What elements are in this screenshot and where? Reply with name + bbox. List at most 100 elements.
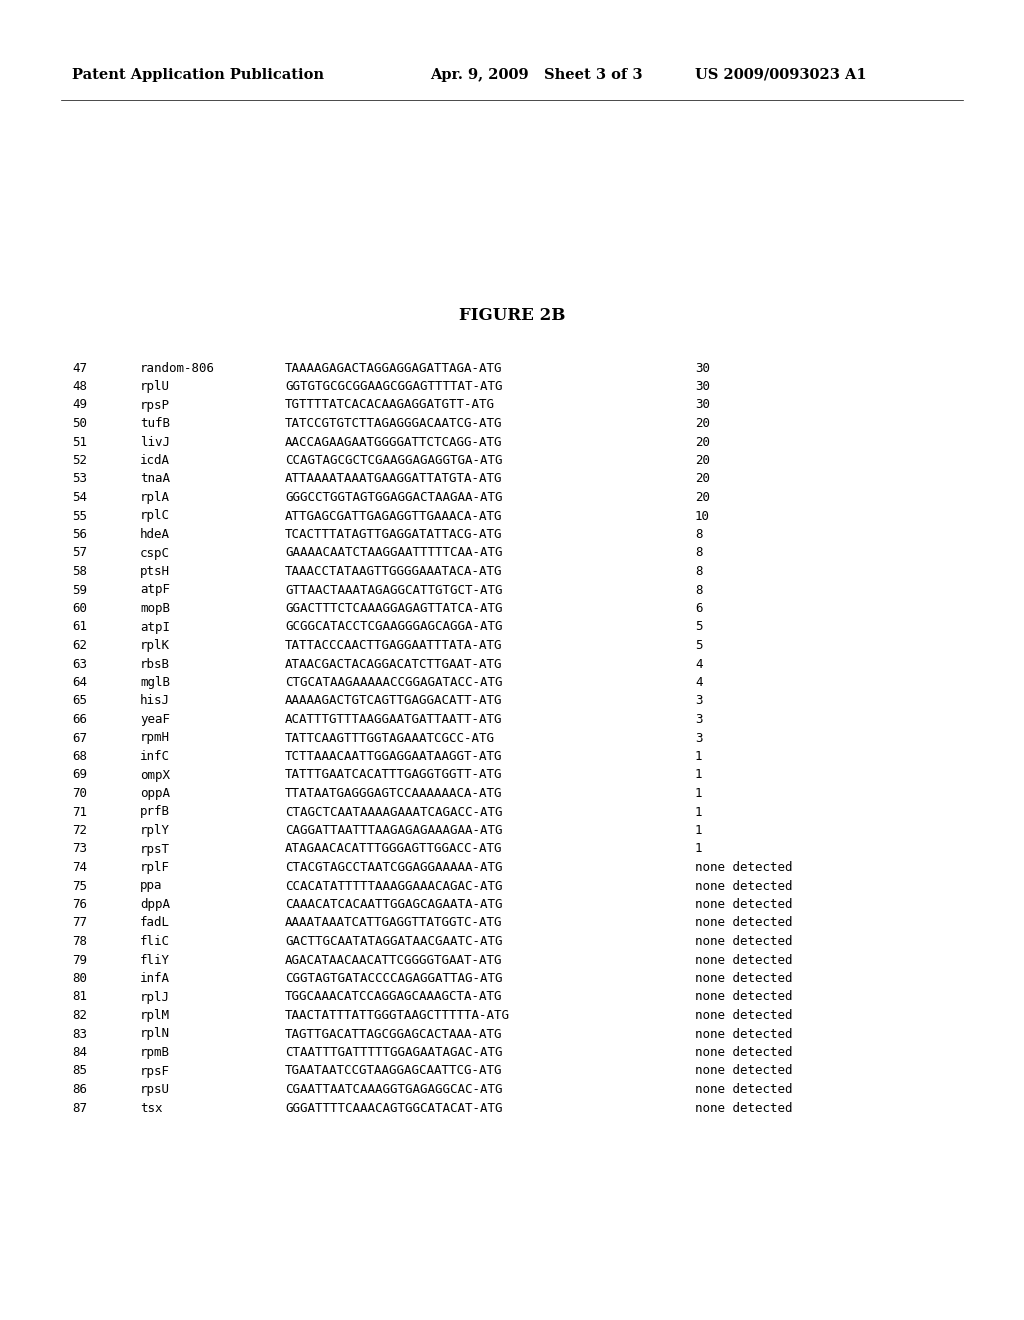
- Text: TATTTGAATCACATTTGAGGTGGTT-ATG: TATTTGAATCACATTTGAGGTGGTT-ATG: [285, 768, 503, 781]
- Text: none detected: none detected: [695, 1027, 793, 1040]
- Text: rplF: rplF: [140, 861, 170, 874]
- Text: GACTTGCAATATAGGATAACGAATC-ATG: GACTTGCAATATAGGATAACGAATC-ATG: [285, 935, 503, 948]
- Text: rpsU: rpsU: [140, 1082, 170, 1096]
- Text: 61: 61: [72, 620, 87, 634]
- Text: 80: 80: [72, 972, 87, 985]
- Text: CGAATTAATCAAAGGTGAGAGGCAC-ATG: CGAATTAATCAAAGGTGAGAGGCAC-ATG: [285, 1082, 503, 1096]
- Text: ompX: ompX: [140, 768, 170, 781]
- Text: 47: 47: [72, 362, 87, 375]
- Text: 5: 5: [695, 620, 702, 634]
- Text: ATTAAAATAAATGAAGGATTATGTA-ATG: ATTAAAATAAATGAAGGATTATGTA-ATG: [285, 473, 503, 486]
- Text: TTATAATGAGGGAGTCCAAAAAACA-ATG: TTATAATGAGGGAGTCCAAAAAACA-ATG: [285, 787, 503, 800]
- Text: Patent Application Publication: Patent Application Publication: [72, 69, 324, 82]
- Text: TCACTTTATAGTTGAGGATATTACG-ATG: TCACTTTATAGTTGAGGATATTACG-ATG: [285, 528, 503, 541]
- Text: 73: 73: [72, 842, 87, 855]
- Text: CAAACATCACAATTGGAGCAGAATA-ATG: CAAACATCACAATTGGAGCAGAATA-ATG: [285, 898, 503, 911]
- Text: 3: 3: [695, 694, 702, 708]
- Text: rplA: rplA: [140, 491, 170, 504]
- Text: TAAAAGAGACTAGGAGGAGATTAGA-ATG: TAAAAGAGACTAGGAGGAGATTAGA-ATG: [285, 362, 503, 375]
- Text: rplM: rplM: [140, 1008, 170, 1022]
- Text: TCTTAAACAATTGGAGGAATAAGGT-ATG: TCTTAAACAATTGGAGGAATAAGGT-ATG: [285, 750, 503, 763]
- Text: icdA: icdA: [140, 454, 170, 467]
- Text: rbsB: rbsB: [140, 657, 170, 671]
- Text: 75: 75: [72, 879, 87, 892]
- Text: 1: 1: [695, 768, 702, 781]
- Text: 10: 10: [695, 510, 710, 523]
- Text: 70: 70: [72, 787, 87, 800]
- Text: TGTTTTATCACACAAGAGGATGTT-ATG: TGTTTTATCACACAAGAGGATGTT-ATG: [285, 399, 495, 412]
- Text: 87: 87: [72, 1101, 87, 1114]
- Text: AAAAAGACTGTCAGTTGAGGACATT-ATG: AAAAAGACTGTCAGTTGAGGACATT-ATG: [285, 694, 503, 708]
- Text: 20: 20: [695, 491, 710, 504]
- Text: none detected: none detected: [695, 879, 793, 892]
- Text: Apr. 9, 2009   Sheet 3 of 3: Apr. 9, 2009 Sheet 3 of 3: [430, 69, 642, 82]
- Text: ACATTTGTTTAAGGAATGATTAATT-ATG: ACATTTGTTTAAGGAATGATTAATT-ATG: [285, 713, 503, 726]
- Text: fadL: fadL: [140, 916, 170, 929]
- Text: 65: 65: [72, 694, 87, 708]
- Text: TAAACCTATAAGTTGGGGAAATACA-ATG: TAAACCTATAAGTTGGGGAAATACA-ATG: [285, 565, 503, 578]
- Text: 4: 4: [695, 657, 702, 671]
- Text: 76: 76: [72, 898, 87, 911]
- Text: 51: 51: [72, 436, 87, 449]
- Text: FIGURE 2B: FIGURE 2B: [459, 306, 565, 323]
- Text: CCACATATTTTTAAAGGAAACAGAC-ATG: CCACATATTTTTAAAGGAAACAGAC-ATG: [285, 879, 503, 892]
- Text: none detected: none detected: [695, 1101, 793, 1114]
- Text: 48: 48: [72, 380, 87, 393]
- Text: GCGGCATACCTCGAAGGGAGCAGGA-ATG: GCGGCATACCTCGAAGGGAGCAGGA-ATG: [285, 620, 503, 634]
- Text: infA: infA: [140, 972, 170, 985]
- Text: CGGTAGTGATACCCCAGAGGATTAG-ATG: CGGTAGTGATACCCCAGAGGATTAG-ATG: [285, 972, 503, 985]
- Text: prfB: prfB: [140, 805, 170, 818]
- Text: rpmH: rpmH: [140, 731, 170, 744]
- Text: yeaF: yeaF: [140, 713, 170, 726]
- Text: 68: 68: [72, 750, 87, 763]
- Text: none detected: none detected: [695, 953, 793, 966]
- Text: 5: 5: [695, 639, 702, 652]
- Text: 3: 3: [695, 731, 702, 744]
- Text: rplN: rplN: [140, 1027, 170, 1040]
- Text: 74: 74: [72, 861, 87, 874]
- Text: 72: 72: [72, 824, 87, 837]
- Text: rpsP: rpsP: [140, 399, 170, 412]
- Text: TAGTTGACATTAGCGGAGCACTAAA-ATG: TAGTTGACATTAGCGGAGCACTAAA-ATG: [285, 1027, 503, 1040]
- Text: 84: 84: [72, 1045, 87, 1059]
- Text: 8: 8: [695, 546, 702, 560]
- Text: TAACTATTTATTGGGTAAGCTTTTTA-ATG: TAACTATTTATTGGGTAAGCTTTTTA-ATG: [285, 1008, 510, 1022]
- Text: CCAGTAGCGCTCGAAGGAGAGGTGA-ATG: CCAGTAGCGCTCGAAGGAGAGGTGA-ATG: [285, 454, 503, 467]
- Text: 57: 57: [72, 546, 87, 560]
- Text: mopB: mopB: [140, 602, 170, 615]
- Text: 85: 85: [72, 1064, 87, 1077]
- Text: CAGGATTAATTTAAGAGAGAAAGAA-ATG: CAGGATTAATTTAAGAGAGAAAGAA-ATG: [285, 824, 503, 837]
- Text: 3: 3: [695, 713, 702, 726]
- Text: none detected: none detected: [695, 1045, 793, 1059]
- Text: 79: 79: [72, 953, 87, 966]
- Text: fliC: fliC: [140, 935, 170, 948]
- Text: AACCAGAAGAATGGGGATTCTCAGG-ATG: AACCAGAAGAATGGGGATTCTCAGG-ATG: [285, 436, 503, 449]
- Text: 8: 8: [695, 565, 702, 578]
- Text: 30: 30: [695, 380, 710, 393]
- Text: none detected: none detected: [695, 935, 793, 948]
- Text: 78: 78: [72, 935, 87, 948]
- Text: GGACTTTCTCAAAGGAGAGTTATCA-ATG: GGACTTTCTCAAAGGAGAGTTATCA-ATG: [285, 602, 503, 615]
- Text: GGGCCTGGTAGTGGAGGACTAAGAA-ATG: GGGCCTGGTAGTGGAGGACTAAGAA-ATG: [285, 491, 503, 504]
- Text: none detected: none detected: [695, 898, 793, 911]
- Text: livJ: livJ: [140, 436, 170, 449]
- Text: 60: 60: [72, 602, 87, 615]
- Text: 20: 20: [695, 473, 710, 486]
- Text: 4: 4: [695, 676, 702, 689]
- Text: 1: 1: [695, 824, 702, 837]
- Text: rpmB: rpmB: [140, 1045, 170, 1059]
- Text: hdeA: hdeA: [140, 528, 170, 541]
- Text: 20: 20: [695, 436, 710, 449]
- Text: random-806: random-806: [140, 362, 215, 375]
- Text: 1: 1: [695, 842, 702, 855]
- Text: TGAATAATCCGTAAGGAGCAATTCG-ATG: TGAATAATCCGTAAGGAGCAATTCG-ATG: [285, 1064, 503, 1077]
- Text: GGTGTGCGCGGAAGCGGAGTTTTAT-ATG: GGTGTGCGCGGAAGCGGAGTTTTAT-ATG: [285, 380, 503, 393]
- Text: hisJ: hisJ: [140, 694, 170, 708]
- Text: ptsH: ptsH: [140, 565, 170, 578]
- Text: 55: 55: [72, 510, 87, 523]
- Text: 59: 59: [72, 583, 87, 597]
- Text: TATTCAAGTTTGGTAGAAATCGCC-ATG: TATTCAAGTTTGGTAGAAATCGCC-ATG: [285, 731, 495, 744]
- Text: cspC: cspC: [140, 546, 170, 560]
- Text: 56: 56: [72, 528, 87, 541]
- Text: TATTACCCAACTTGAGGAATTTATA-ATG: TATTACCCAACTTGAGGAATTTATA-ATG: [285, 639, 503, 652]
